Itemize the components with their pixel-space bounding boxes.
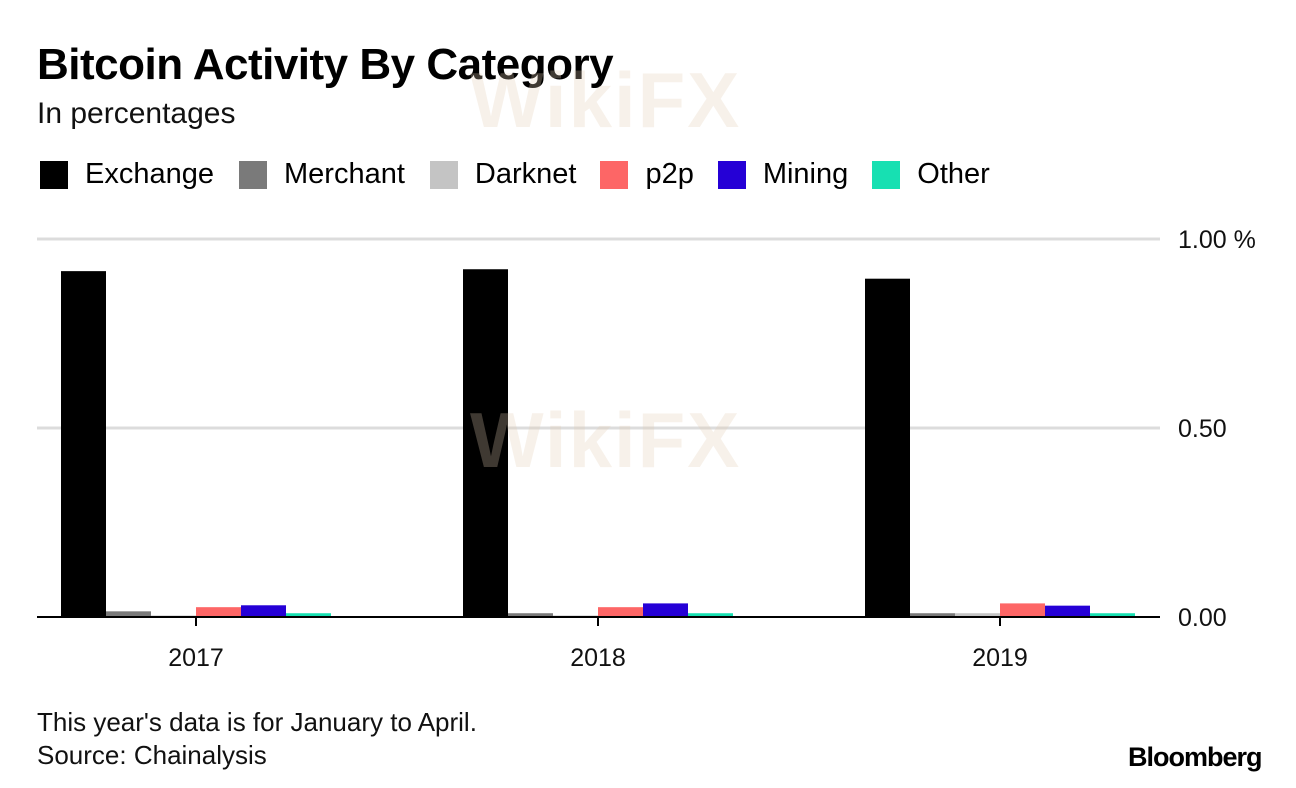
legend-swatch: [717, 160, 746, 189]
legend-swatch: [40, 160, 68, 189]
x-tick-label: 2017: [168, 644, 224, 672]
legend-item-mining: Mining: [717, 158, 849, 191]
legend-label: Exchange: [85, 158, 214, 190]
x-tick-label: 2019: [972, 644, 1028, 672]
legend-label: Merchant: [284, 158, 405, 190]
y-tick-label: 1.00 %: [1178, 226, 1256, 254]
legend-swatch: [600, 160, 629, 189]
bar-other-2019: [1090, 613, 1135, 617]
legend-item-exchange: Exchange: [40, 158, 214, 191]
chart-title: Bitcoin Activity By Category: [37, 40, 614, 89]
legend-label: Mining: [762, 158, 849, 190]
bar-exchange-2017: [61, 271, 106, 617]
bar-p2p-2019: [1000, 603, 1045, 617]
bar-mining-2018: [643, 603, 688, 617]
bar-merchant-2017: [106, 611, 151, 617]
bar-exchange-2018: [463, 269, 508, 617]
legend-item-merchant: Merchant: [239, 158, 405, 191]
bar-p2p-2017: [196, 607, 241, 617]
bar-mining-2019: [1045, 605, 1090, 617]
legend-item-p2p: p2p: [600, 158, 694, 191]
bar-other-2018: [688, 613, 733, 617]
bar-mining-2017: [241, 605, 286, 617]
y-tick-label: 0.50: [1178, 415, 1227, 443]
bar-merchant-2018: [508, 613, 553, 617]
y-tick-label: 0.00: [1178, 604, 1227, 632]
bar-merchant-2019: [910, 613, 955, 617]
footnote-source: Source: Chainalysis: [37, 740, 267, 770]
legend-label: Other: [917, 158, 990, 190]
chart-subtitle: In percentages: [37, 97, 236, 130]
bar-other-2017: [286, 613, 331, 617]
bloomberg-logo: Bloomberg: [1128, 742, 1263, 772]
legend-swatch: [429, 160, 458, 189]
x-tick-label: 2018: [570, 644, 626, 672]
legend-label: p2p: [645, 158, 694, 190]
legend-swatch: [872, 160, 901, 189]
legend-item-darknet: Darknet: [429, 158, 577, 191]
legend-swatch: [239, 160, 267, 189]
bar-darknet-2019: [955, 613, 1000, 617]
bar-chart: 1.00 % 0.50 0.00 2017 2018 2019: [37, 226, 1256, 672]
legend-item-other: Other: [872, 158, 990, 191]
legend-label: Darknet: [474, 158, 577, 190]
bar-exchange-2019: [865, 278, 910, 617]
footnote-note: This year's data is for January to April…: [37, 707, 477, 737]
legend: Exchange Merchant Darknet p2p Mining Other: [40, 158, 990, 191]
bar-p2p-2018: [598, 607, 643, 617]
